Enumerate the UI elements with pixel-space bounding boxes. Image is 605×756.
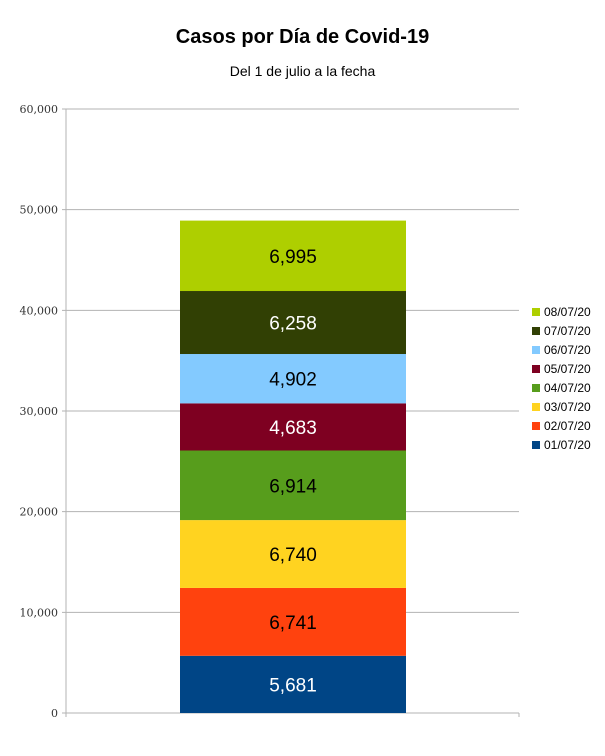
- y-tick-label: 60,000: [20, 103, 59, 116]
- chart-subtitle: Del 1 de julio a la fecha: [229, 63, 376, 79]
- y-tick-label: 20,000: [20, 506, 59, 519]
- bar-segment-05-07-20: [180, 403, 406, 451]
- data-label: 6,740: [269, 545, 317, 566]
- data-label: 6,258: [269, 314, 317, 335]
- y-tick-label: 50,000: [20, 204, 59, 217]
- data-label: 5,681: [269, 675, 317, 696]
- data-label: 4,683: [269, 418, 317, 439]
- legend-swatch: [532, 308, 540, 316]
- y-tick-label: 0: [51, 707, 58, 720]
- bar-segment-08-07-20: [180, 220, 406, 292]
- data-label: 4,902: [269, 370, 317, 391]
- bar-segment-04-07-20: [180, 450, 406, 521]
- data-label: 6,914: [269, 476, 317, 497]
- legend-swatch: [532, 384, 540, 392]
- legend-swatch: [532, 327, 540, 335]
- legend-swatch: [532, 422, 540, 430]
- legend-label: 05/07/20: [544, 362, 591, 376]
- bar-segment-02-07-20: [180, 587, 406, 656]
- bar-segment-07-07-20: [180, 291, 406, 355]
- bar-segment-03-07-20: [180, 520, 406, 588]
- legend-label: 08/07/20: [544, 305, 591, 319]
- y-tick-label: 40,000: [20, 304, 59, 317]
- legend-label: 01/07/20: [544, 438, 591, 452]
- chart-title: Casos por Día de Covid-19: [175, 26, 430, 48]
- data-label: 6,995: [269, 247, 317, 268]
- legend-label: 07/07/20: [544, 324, 591, 338]
- legend-label: 06/07/20: [544, 343, 591, 357]
- y-tick-label: 30,000: [20, 405, 59, 418]
- legend-swatch: [532, 441, 540, 449]
- bar-segment-06-07-20: [180, 354, 406, 404]
- legend-swatch: [532, 365, 540, 373]
- legend-label: 04/07/20: [544, 381, 591, 395]
- legend-swatch: [532, 346, 540, 354]
- bar-segment-01-07-20: [180, 655, 406, 713]
- legend-swatch: [532, 403, 540, 411]
- y-tick-label: 10,000: [20, 606, 59, 619]
- legend-label: 03/07/20: [544, 400, 591, 414]
- legend-label: 02/07/20: [544, 419, 591, 433]
- data-label: 6,741: [269, 613, 317, 634]
